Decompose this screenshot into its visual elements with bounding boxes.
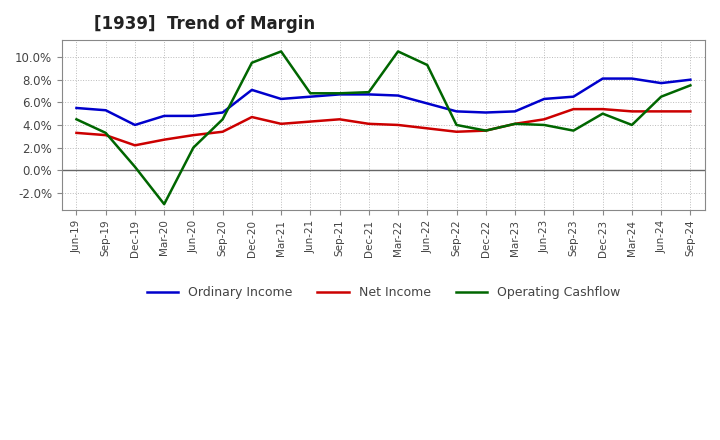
Net Income — [423, 126, 431, 131]
Net Income — [72, 130, 81, 136]
Net Income — [452, 129, 461, 134]
Operating Cashflow — [102, 130, 110, 136]
Ordinary Income — [540, 96, 549, 102]
Operating Cashflow — [336, 91, 344, 96]
Operating Cashflow — [510, 121, 519, 126]
Ordinary Income — [657, 81, 665, 86]
Ordinary Income — [598, 76, 607, 81]
Net Income — [160, 137, 168, 142]
Net Income — [482, 128, 490, 133]
Net Income — [276, 121, 285, 126]
Net Income — [248, 114, 256, 120]
Operating Cashflow — [569, 128, 577, 133]
Operating Cashflow — [423, 62, 431, 68]
Line: Net Income: Net Income — [76, 109, 690, 145]
Ordinary Income — [364, 92, 373, 97]
Net Income — [130, 143, 139, 148]
Ordinary Income — [423, 101, 431, 106]
Ordinary Income — [160, 113, 168, 118]
Operating Cashflow — [218, 117, 227, 122]
Net Income — [510, 121, 519, 126]
Ordinary Income — [218, 110, 227, 115]
Ordinary Income — [72, 105, 81, 110]
Net Income — [102, 132, 110, 138]
Net Income — [336, 117, 344, 122]
Net Income — [540, 117, 549, 122]
Ordinary Income — [102, 108, 110, 113]
Operating Cashflow — [628, 122, 636, 128]
Operating Cashflow — [540, 122, 549, 128]
Net Income — [628, 109, 636, 114]
Net Income — [364, 121, 373, 126]
Operating Cashflow — [657, 94, 665, 99]
Operating Cashflow — [130, 164, 139, 169]
Operating Cashflow — [189, 145, 198, 150]
Operating Cashflow — [364, 89, 373, 95]
Ordinary Income — [306, 94, 315, 99]
Ordinary Income — [248, 87, 256, 92]
Text: [1939]  Trend of Margin: [1939] Trend of Margin — [94, 15, 315, 33]
Net Income — [306, 119, 315, 124]
Net Income — [686, 109, 695, 114]
Operating Cashflow — [276, 49, 285, 54]
Ordinary Income — [336, 92, 344, 97]
Operating Cashflow — [452, 122, 461, 128]
Operating Cashflow — [160, 202, 168, 207]
Net Income — [657, 109, 665, 114]
Net Income — [218, 129, 227, 134]
Ordinary Income — [569, 94, 577, 99]
Operating Cashflow — [686, 83, 695, 88]
Ordinary Income — [482, 110, 490, 115]
Net Income — [569, 106, 577, 112]
Ordinary Income — [510, 109, 519, 114]
Ordinary Income — [276, 96, 285, 102]
Operating Cashflow — [394, 49, 402, 54]
Ordinary Income — [189, 113, 198, 118]
Net Income — [189, 132, 198, 138]
Line: Operating Cashflow: Operating Cashflow — [76, 51, 690, 204]
Ordinary Income — [130, 122, 139, 128]
Ordinary Income — [452, 109, 461, 114]
Operating Cashflow — [482, 128, 490, 133]
Operating Cashflow — [248, 60, 256, 66]
Net Income — [598, 106, 607, 112]
Operating Cashflow — [598, 111, 607, 116]
Line: Ordinary Income: Ordinary Income — [76, 79, 690, 125]
Operating Cashflow — [72, 117, 81, 122]
Ordinary Income — [394, 93, 402, 98]
Ordinary Income — [628, 76, 636, 81]
Net Income — [394, 122, 402, 128]
Legend: Ordinary Income, Net Income, Operating Cashflow: Ordinary Income, Net Income, Operating C… — [142, 281, 625, 304]
Operating Cashflow — [306, 91, 315, 96]
Ordinary Income — [686, 77, 695, 82]
